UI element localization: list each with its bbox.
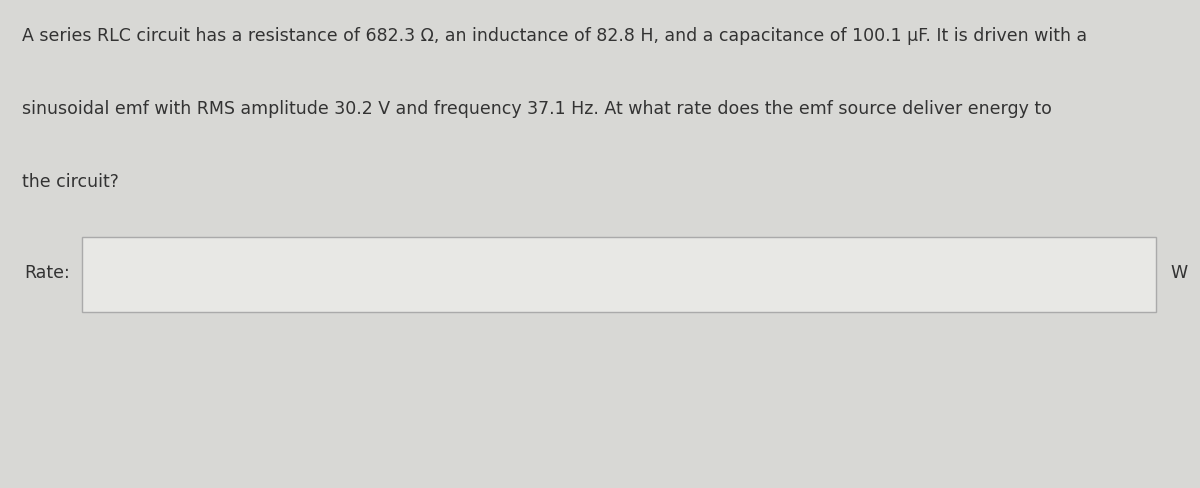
Text: A series RLC circuit has a resistance of 682.3 Ω, an inductance of 82.8 H, and a: A series RLC circuit has a resistance of… [22,27,1087,45]
Text: W: W [1170,264,1187,282]
FancyBboxPatch shape [82,237,1156,312]
Text: the circuit?: the circuit? [22,173,119,191]
Text: Rate:: Rate: [24,264,70,282]
Text: sinusoidal emf with RMS amplitude 30.2 V and frequency 37.1 Hz. At what rate doe: sinusoidal emf with RMS amplitude 30.2 V… [22,100,1051,118]
